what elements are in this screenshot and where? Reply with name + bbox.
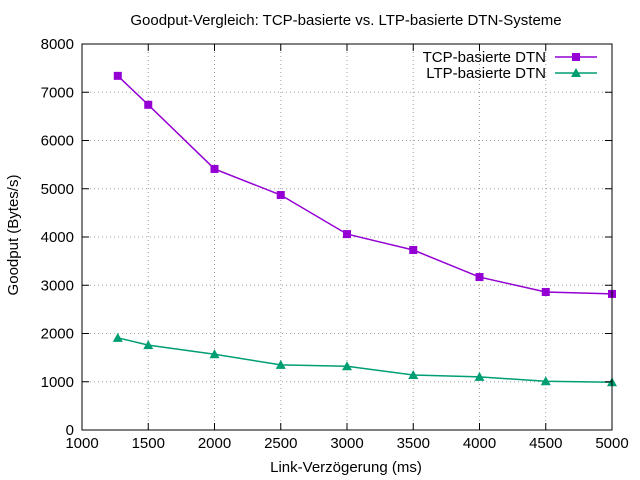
data-point bbox=[475, 273, 484, 282]
legend-marker bbox=[571, 68, 581, 77]
legend-item-2: LTP-basierte DTN bbox=[426, 65, 597, 82]
data-point bbox=[408, 369, 419, 379]
data-point bbox=[474, 371, 485, 381]
data-point bbox=[409, 246, 418, 255]
x-tick-label: 2000 bbox=[198, 435, 231, 452]
y-tick-label: 0 bbox=[66, 422, 74, 439]
x-tick-label: 4000 bbox=[463, 435, 496, 452]
y-axis-title: Goodput (Bytes/s) bbox=[5, 175, 22, 296]
data-point bbox=[540, 376, 551, 386]
data-point bbox=[143, 340, 154, 350]
legend-label: LTP-basierte DTN bbox=[426, 65, 546, 82]
series-1 bbox=[113, 71, 616, 298]
x-tick-label: 4500 bbox=[529, 435, 562, 452]
y-tick-label: 2000 bbox=[41, 326, 74, 343]
data-point bbox=[541, 288, 550, 297]
x-tick-label: 1500 bbox=[132, 435, 165, 452]
chart-title: Goodput-Vergleich: TCP-basierte vs. LTP-… bbox=[130, 12, 561, 29]
data-point bbox=[209, 349, 220, 359]
data-point bbox=[113, 71, 122, 80]
grid bbox=[82, 44, 612, 430]
data-point bbox=[275, 359, 286, 369]
y-tick-label: 8000 bbox=[41, 36, 74, 53]
data-point bbox=[276, 191, 285, 200]
legend-marker bbox=[572, 53, 580, 61]
data-point bbox=[112, 332, 123, 342]
x-tick-label: 1000 bbox=[65, 435, 98, 452]
y-tick-label: 3000 bbox=[41, 277, 74, 294]
series-line bbox=[117, 337, 613, 383]
x-tick-label: 3000 bbox=[330, 435, 363, 452]
x-tick-label: 5000 bbox=[595, 435, 628, 452]
y-tick-label: 1000 bbox=[41, 374, 74, 391]
series-layer bbox=[112, 71, 617, 387]
data-point bbox=[343, 230, 351, 239]
series-2 bbox=[112, 332, 617, 387]
x-tick-label: 2500 bbox=[264, 435, 297, 452]
series-line bbox=[117, 75, 613, 295]
y-tick-label: 7000 bbox=[41, 84, 74, 101]
axis-ticks: 1000 1500 2000 2500 3000 3500 4000 4500 50000100… bbox=[41, 36, 629, 452]
legend-label: TCP-basierte DTN bbox=[423, 49, 546, 66]
y-tick-label: 5000 bbox=[41, 181, 74, 198]
y-tick-label: 4000 bbox=[41, 229, 74, 246]
legend-item-1: TCP-basierte DTN bbox=[423, 49, 597, 66]
data-point bbox=[210, 164, 219, 173]
x-axis-title: Link-Verzögerung (ms) bbox=[270, 459, 422, 476]
y-tick-label: 6000 bbox=[41, 133, 74, 150]
data-point bbox=[144, 100, 153, 109]
x-tick-label: 3500 bbox=[397, 435, 430, 452]
data-point bbox=[342, 361, 352, 371]
